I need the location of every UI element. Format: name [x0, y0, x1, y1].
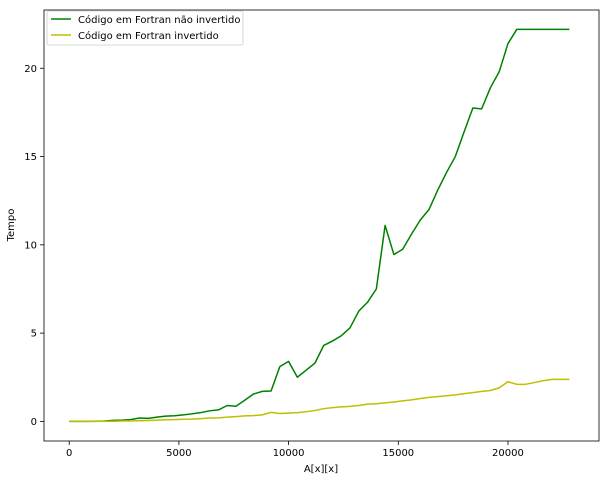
y-axis: 0 5 10 15 20	[24, 64, 44, 428]
y-tick-label: 20	[24, 64, 37, 75]
x-tick-label: 20000	[492, 448, 524, 459]
x-tick-label: 10000	[273, 448, 305, 459]
y-axis-label: Tempo	[6, 209, 17, 243]
series-layer	[69, 28, 570, 423]
plot-frame	[43, 9, 600, 442]
x-axis-label: A[x][x]	[304, 464, 338, 475]
legend: Código em Fortran não invertido Código e…	[46, 10, 244, 46]
y-tick-label: 10	[24, 240, 37, 251]
y-tick-label: 0	[31, 417, 37, 428]
x-tick-label: 15000	[382, 448, 414, 459]
legend-box	[46, 10, 244, 46]
x-tick-label: 5000	[166, 448, 191, 459]
y-tick-label: 5	[31, 329, 37, 340]
x-tick-label: 0	[66, 448, 72, 459]
x-axis: 0 5000 10000 15000 20000	[66, 441, 524, 459]
y-tick-label: 15	[24, 152, 37, 163]
legend-label-nao-invertido: Código em Fortran não invertido	[78, 14, 240, 26]
series-line-1	[69, 378, 570, 423]
legend-label-invertido: Código em Fortran invertido	[78, 30, 219, 42]
series-line-0	[69, 28, 570, 423]
